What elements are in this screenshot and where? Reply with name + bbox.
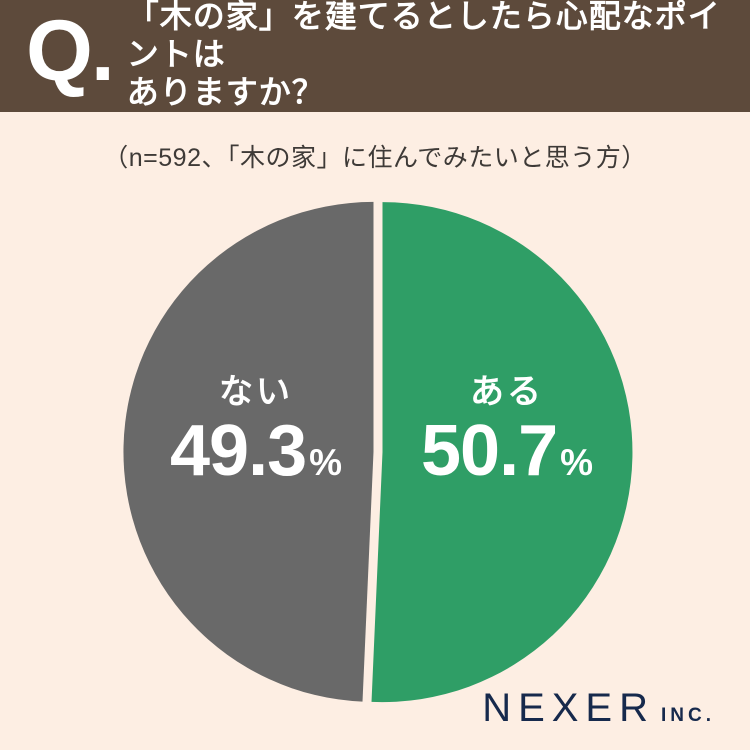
brand-name: NEXER (482, 686, 655, 730)
pie-slice-nai (123, 201, 374, 702)
pie-slice-aru (371, 202, 633, 703)
question-text: 「木の家」を建てるとしたら心配なポイントは ありますか？ (127, 0, 750, 111)
brand-suffix: INC. (661, 705, 715, 726)
question-header: Q. 「木の家」を建てるとしたら心配なポイントは ありますか？ (0, 0, 750, 112)
question-line1: 「木の家」を建てるとしたら心配なポイントは (126, 0, 721, 72)
q-mark: Q. (26, 3, 115, 99)
sample-note: （n=592、「木の家」に住んでみたいと思う方） (103, 144, 647, 172)
question-line2: ありますか？ (126, 74, 325, 110)
brand-logo: NEXER INC. (482, 688, 715, 728)
